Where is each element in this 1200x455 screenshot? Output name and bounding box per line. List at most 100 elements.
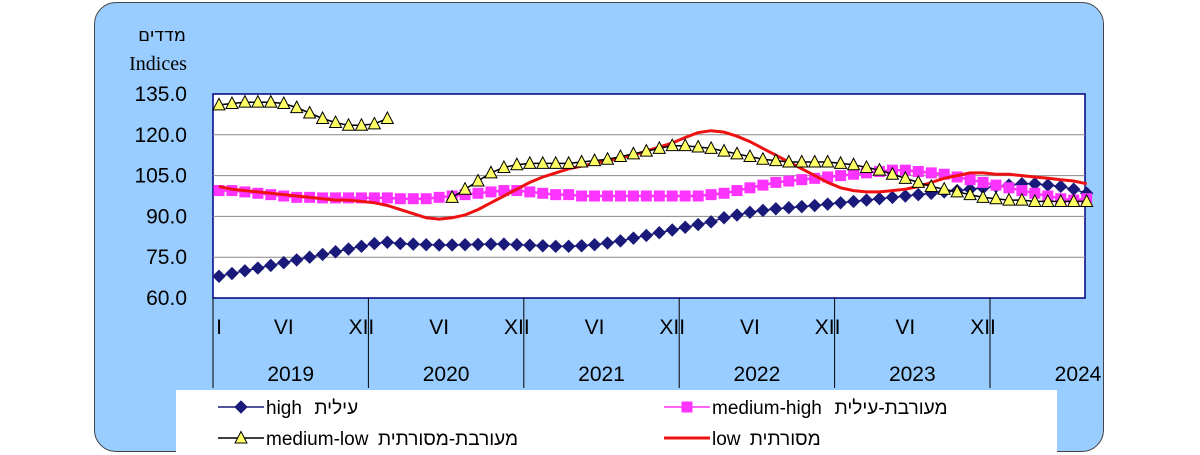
series-2-point xyxy=(717,143,731,157)
series-1-point xyxy=(563,189,575,201)
series-2-point xyxy=(263,94,278,108)
series-2-point xyxy=(484,165,498,179)
legend-item: medium-high מעורבת-עילית xyxy=(664,398,948,419)
y-axis-title-hebrew: מדדים xyxy=(138,25,186,46)
series-2-point xyxy=(833,155,848,169)
series-2-point xyxy=(354,117,369,131)
series-2-point xyxy=(704,140,718,154)
series-0-point xyxy=(289,253,304,267)
legend-box xyxy=(176,390,1057,452)
series-0-point xyxy=(264,258,278,273)
y-axis-title-english: Indices xyxy=(129,53,187,75)
series-0-point xyxy=(212,269,226,283)
series-0-point xyxy=(445,238,459,252)
series-2-point xyxy=(1040,193,1055,207)
y-tick-labels: 135.0 120.0 105.0 90.0 75.0 60.0 xyxy=(134,83,187,310)
series-0-point xyxy=(561,239,576,254)
series-0-point xyxy=(380,235,395,249)
series-1-point xyxy=(550,189,562,201)
legend-item: high עילית xyxy=(218,398,358,419)
series-2-point xyxy=(781,154,796,168)
series-2-point xyxy=(212,97,226,111)
series-0-point xyxy=(613,234,628,248)
series-0-point xyxy=(354,239,369,254)
series-0-point xyxy=(743,205,757,220)
series-1-point xyxy=(614,190,626,202)
series-1-point xyxy=(835,170,847,182)
y-tick-label: 60.0 xyxy=(146,287,187,310)
series-0-point xyxy=(600,236,615,250)
series-2-point xyxy=(471,173,485,187)
series-1-point xyxy=(640,190,652,202)
series-0-point xyxy=(872,192,887,206)
series-0-point xyxy=(484,237,498,251)
series-0-point xyxy=(458,237,472,252)
series-0-point xyxy=(911,187,926,202)
series-2-point xyxy=(794,154,809,168)
series-2-point xyxy=(548,155,563,169)
series-0-point xyxy=(419,237,433,252)
series-1-point xyxy=(589,190,601,202)
series-0-point xyxy=(756,203,770,218)
series-1-point xyxy=(381,192,393,204)
series-0-point xyxy=(704,215,718,229)
series-0-point xyxy=(225,266,239,281)
y-tick-label: 135.0 xyxy=(134,83,187,106)
series-2-point xyxy=(1015,192,1029,206)
x-month-label: XII xyxy=(349,316,375,339)
series-0-point xyxy=(717,211,731,225)
series-2-point xyxy=(743,148,757,163)
series-2-point xyxy=(1002,192,1016,206)
series-1-point xyxy=(925,167,937,179)
series-2-point xyxy=(898,170,913,184)
series-0-point xyxy=(497,237,511,251)
series-2-point xyxy=(367,116,382,130)
series-2-point xyxy=(613,148,628,163)
series-1-point xyxy=(343,192,354,204)
x-month-label: XII xyxy=(815,316,841,339)
series-1-point xyxy=(407,193,419,205)
series-1-point xyxy=(330,192,342,204)
series-1-point xyxy=(692,190,704,202)
series-0-point xyxy=(846,194,861,209)
series-0-point xyxy=(820,197,835,211)
series-0-point xyxy=(769,202,783,216)
series-0-point xyxy=(367,236,382,251)
series-1-point xyxy=(524,186,536,198)
x-year-label: 2023 xyxy=(889,363,936,386)
series-1-point xyxy=(394,193,406,205)
series-0-point xyxy=(510,237,524,252)
series-0-point xyxy=(315,247,330,262)
series-1-point xyxy=(627,190,639,202)
x-month-label: XII xyxy=(504,316,530,339)
series-0-point xyxy=(678,220,692,234)
series-1-point xyxy=(368,192,380,204)
series-1-point xyxy=(576,190,588,202)
series-2-point xyxy=(963,187,977,201)
y-tick-label: 75.0 xyxy=(146,246,187,269)
x-month-label: XII xyxy=(659,316,685,339)
series-1-point xyxy=(213,185,225,197)
series-0-point xyxy=(626,231,641,245)
series-1-point xyxy=(990,179,1002,191)
legend-label-latin: high xyxy=(266,398,302,419)
x-month-label: XII xyxy=(970,316,996,339)
series-2-point xyxy=(1028,193,1042,207)
series-0-point xyxy=(691,217,705,232)
series-0-point xyxy=(587,237,602,252)
series-0-point xyxy=(574,239,589,253)
series-0-point xyxy=(471,237,485,252)
series-2-point xyxy=(678,138,693,152)
series-1-point xyxy=(783,175,795,187)
series-0-point xyxy=(548,239,563,254)
series-1-point xyxy=(809,172,821,184)
x-year-label: 2020 xyxy=(423,363,470,386)
legend-label-latin: medium-high xyxy=(712,398,822,419)
series-2-point xyxy=(872,162,887,176)
series-2-point xyxy=(445,189,459,203)
series-1-point xyxy=(757,179,769,191)
x-month-label: I xyxy=(216,316,222,339)
series-1-point xyxy=(822,171,834,183)
series-1-point xyxy=(796,174,808,186)
series-2-point xyxy=(769,153,783,167)
